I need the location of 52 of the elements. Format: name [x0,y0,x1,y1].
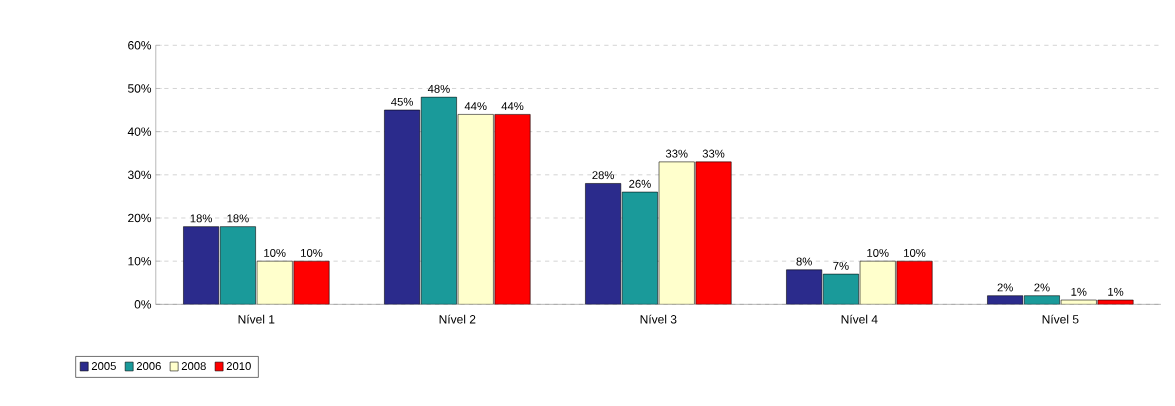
y-tick-label: 30% [127,170,152,179]
data-label: 1% [1071,287,1087,296]
legend-label: 2006 [136,361,161,370]
bar [859,260,896,305]
x-tick-label: Nível 4 [841,314,878,324]
data-label: 10% [301,248,323,257]
data-label: 10% [867,248,889,257]
data-label: 2% [1034,283,1050,292]
x-tick-label: Nível 5 [1042,314,1079,324]
bar [822,273,859,305]
data-label: 10% [264,248,286,257]
data-label: 7% [833,261,849,270]
data-label: 18% [190,214,212,223]
y-tick-label: 0% [134,299,152,309]
data-label: 10% [904,248,926,257]
y-tick-label: 10% [128,256,152,266]
y-tick-label: 40% [127,127,152,136]
bar [420,96,457,305]
x-tick-label: Nível 3 [640,314,677,324]
bar [896,260,933,305]
data-label: 1% [1108,287,1124,296]
bar [621,191,658,305]
y-tick-label: 60% [128,40,152,50]
bar [695,161,732,305]
data-label: 45% [391,97,413,106]
bar [293,260,330,305]
legend-label: 2008 [181,361,206,370]
bar [786,269,823,305]
bar [457,113,494,305]
legend-label: 2010 [226,361,251,370]
data-label: 33% [665,149,688,158]
data-label: 18% [227,214,249,223]
data-label: 8% [796,257,812,266]
bar [183,226,220,305]
bar [658,161,695,305]
bar [219,226,256,305]
data-label: 33% [702,149,725,158]
data-label: 28% [592,171,614,180]
data-label: 2% [997,283,1013,292]
legend-label: 2005 [91,361,116,370]
x-tick-label: Nível 1 [238,314,275,324]
x-tick-label: Nível 2 [439,314,476,324]
data-label: 48% [427,84,450,93]
y-tick-label: 50% [128,84,152,93]
data-label: 44% [464,102,487,110]
bar [494,113,531,305]
bar [384,109,421,305]
bar [585,183,622,305]
data-label: 44% [501,102,524,110]
y-tick-label: 20% [128,213,152,223]
bar [256,260,293,305]
data-label: 26% [629,179,651,188]
